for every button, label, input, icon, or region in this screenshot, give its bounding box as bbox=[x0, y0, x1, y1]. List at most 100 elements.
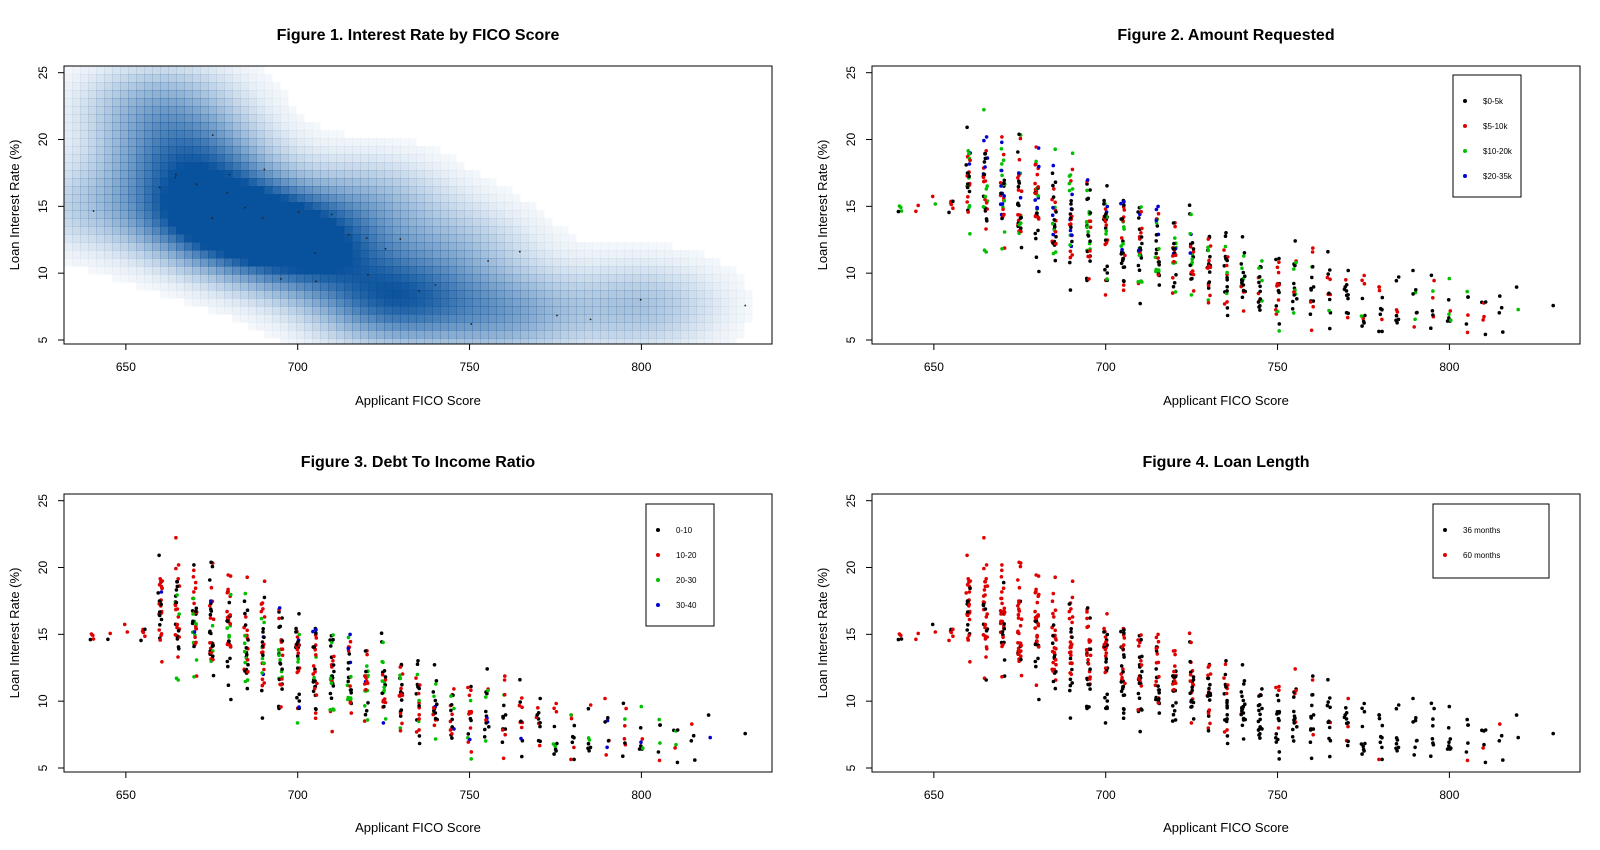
data-point bbox=[1123, 681, 1127, 686]
data-point bbox=[1223, 234, 1228, 238]
data-point bbox=[175, 625, 179, 630]
data-point bbox=[175, 579, 179, 584]
data-point bbox=[1068, 677, 1073, 682]
data-point bbox=[177, 647, 181, 651]
data-point bbox=[414, 730, 419, 734]
data-point bbox=[1411, 696, 1415, 701]
data-point bbox=[311, 629, 315, 634]
data-point bbox=[967, 189, 972, 194]
data-point bbox=[468, 726, 473, 730]
data-point bbox=[383, 675, 388, 679]
data-point bbox=[1378, 306, 1383, 311]
data-point bbox=[417, 741, 422, 746]
data-point bbox=[332, 669, 336, 674]
data-point bbox=[399, 708, 404, 712]
data-point bbox=[1051, 669, 1055, 673]
data-point bbox=[1274, 312, 1279, 316]
data-point bbox=[500, 728, 505, 732]
data-point bbox=[416, 691, 421, 696]
data-point bbox=[1429, 326, 1433, 331]
data-point bbox=[1187, 203, 1192, 207]
outlier-point bbox=[261, 217, 264, 219]
data-point bbox=[329, 696, 334, 700]
data-point bbox=[1481, 318, 1485, 322]
data-point bbox=[1464, 322, 1469, 326]
data-point bbox=[1225, 703, 1229, 708]
data-point bbox=[1225, 728, 1229, 732]
data-point bbox=[1225, 734, 1230, 738]
data-point bbox=[658, 723, 662, 727]
data-point bbox=[1070, 151, 1075, 155]
data-point bbox=[1172, 709, 1177, 713]
data-point bbox=[1257, 694, 1261, 698]
data-point bbox=[1051, 634, 1055, 638]
data-point bbox=[965, 171, 970, 175]
scatter-points bbox=[896, 107, 1555, 337]
data-point bbox=[1136, 263, 1141, 268]
data-point bbox=[1206, 301, 1211, 305]
data-point bbox=[967, 590, 972, 594]
y-tick-label: 15 bbox=[36, 199, 50, 213]
data-point bbox=[1191, 289, 1196, 293]
data-point bbox=[452, 706, 456, 711]
data-point bbox=[569, 716, 574, 721]
data-point bbox=[193, 580, 198, 585]
data-point bbox=[1088, 239, 1092, 243]
data-point bbox=[1068, 249, 1073, 254]
data-point bbox=[1171, 254, 1175, 258]
data-point bbox=[1292, 695, 1296, 699]
data-point bbox=[348, 639, 353, 644]
data-point bbox=[365, 718, 370, 722]
data-point bbox=[1208, 293, 1212, 298]
data-point bbox=[1088, 639, 1093, 643]
data-point bbox=[262, 595, 267, 600]
data-point bbox=[246, 669, 250, 674]
data-point bbox=[1153, 683, 1158, 688]
data-point bbox=[1088, 667, 1092, 671]
data-point bbox=[1394, 278, 1399, 283]
data-point bbox=[1000, 563, 1004, 567]
data-point bbox=[328, 691, 333, 696]
data-point bbox=[1380, 723, 1385, 728]
data-point bbox=[346, 667, 351, 671]
data-point bbox=[1086, 682, 1090, 687]
data-point bbox=[192, 590, 196, 594]
data-point bbox=[1000, 675, 1004, 679]
data-point bbox=[159, 617, 164, 622]
data-point bbox=[1139, 637, 1143, 642]
data-point bbox=[1068, 288, 1073, 292]
data-point bbox=[227, 600, 232, 605]
data-point bbox=[1033, 162, 1038, 167]
data-point bbox=[603, 696, 607, 701]
data-point bbox=[245, 575, 249, 579]
data-point bbox=[1035, 205, 1039, 210]
data-point bbox=[1052, 646, 1057, 650]
data-point bbox=[1017, 651, 1021, 655]
data-point bbox=[1224, 231, 1228, 235]
data-point bbox=[260, 656, 265, 661]
data-point bbox=[1429, 754, 1433, 758]
data-point bbox=[538, 721, 542, 725]
data-point bbox=[1327, 297, 1332, 302]
data-point bbox=[1189, 293, 1194, 297]
data-point bbox=[1292, 718, 1296, 722]
data-point bbox=[1291, 299, 1295, 304]
data-point bbox=[1240, 266, 1244, 271]
data-point bbox=[1157, 674, 1161, 679]
data-point bbox=[1157, 283, 1162, 287]
y-tick-label: 10 bbox=[36, 694, 50, 708]
data-point bbox=[1070, 635, 1074, 640]
x-tick-label: 650 bbox=[116, 788, 136, 802]
data-point bbox=[210, 623, 215, 628]
data-point bbox=[554, 709, 559, 714]
data-point bbox=[536, 706, 540, 710]
data-point bbox=[1155, 652, 1160, 656]
data-point bbox=[1070, 187, 1075, 191]
data-point bbox=[1085, 178, 1090, 182]
data-point bbox=[379, 631, 384, 635]
data-point bbox=[555, 741, 559, 746]
data-point bbox=[1224, 659, 1228, 663]
data-point bbox=[1343, 713, 1347, 717]
data-point bbox=[1394, 308, 1399, 312]
data-point bbox=[434, 679, 439, 683]
